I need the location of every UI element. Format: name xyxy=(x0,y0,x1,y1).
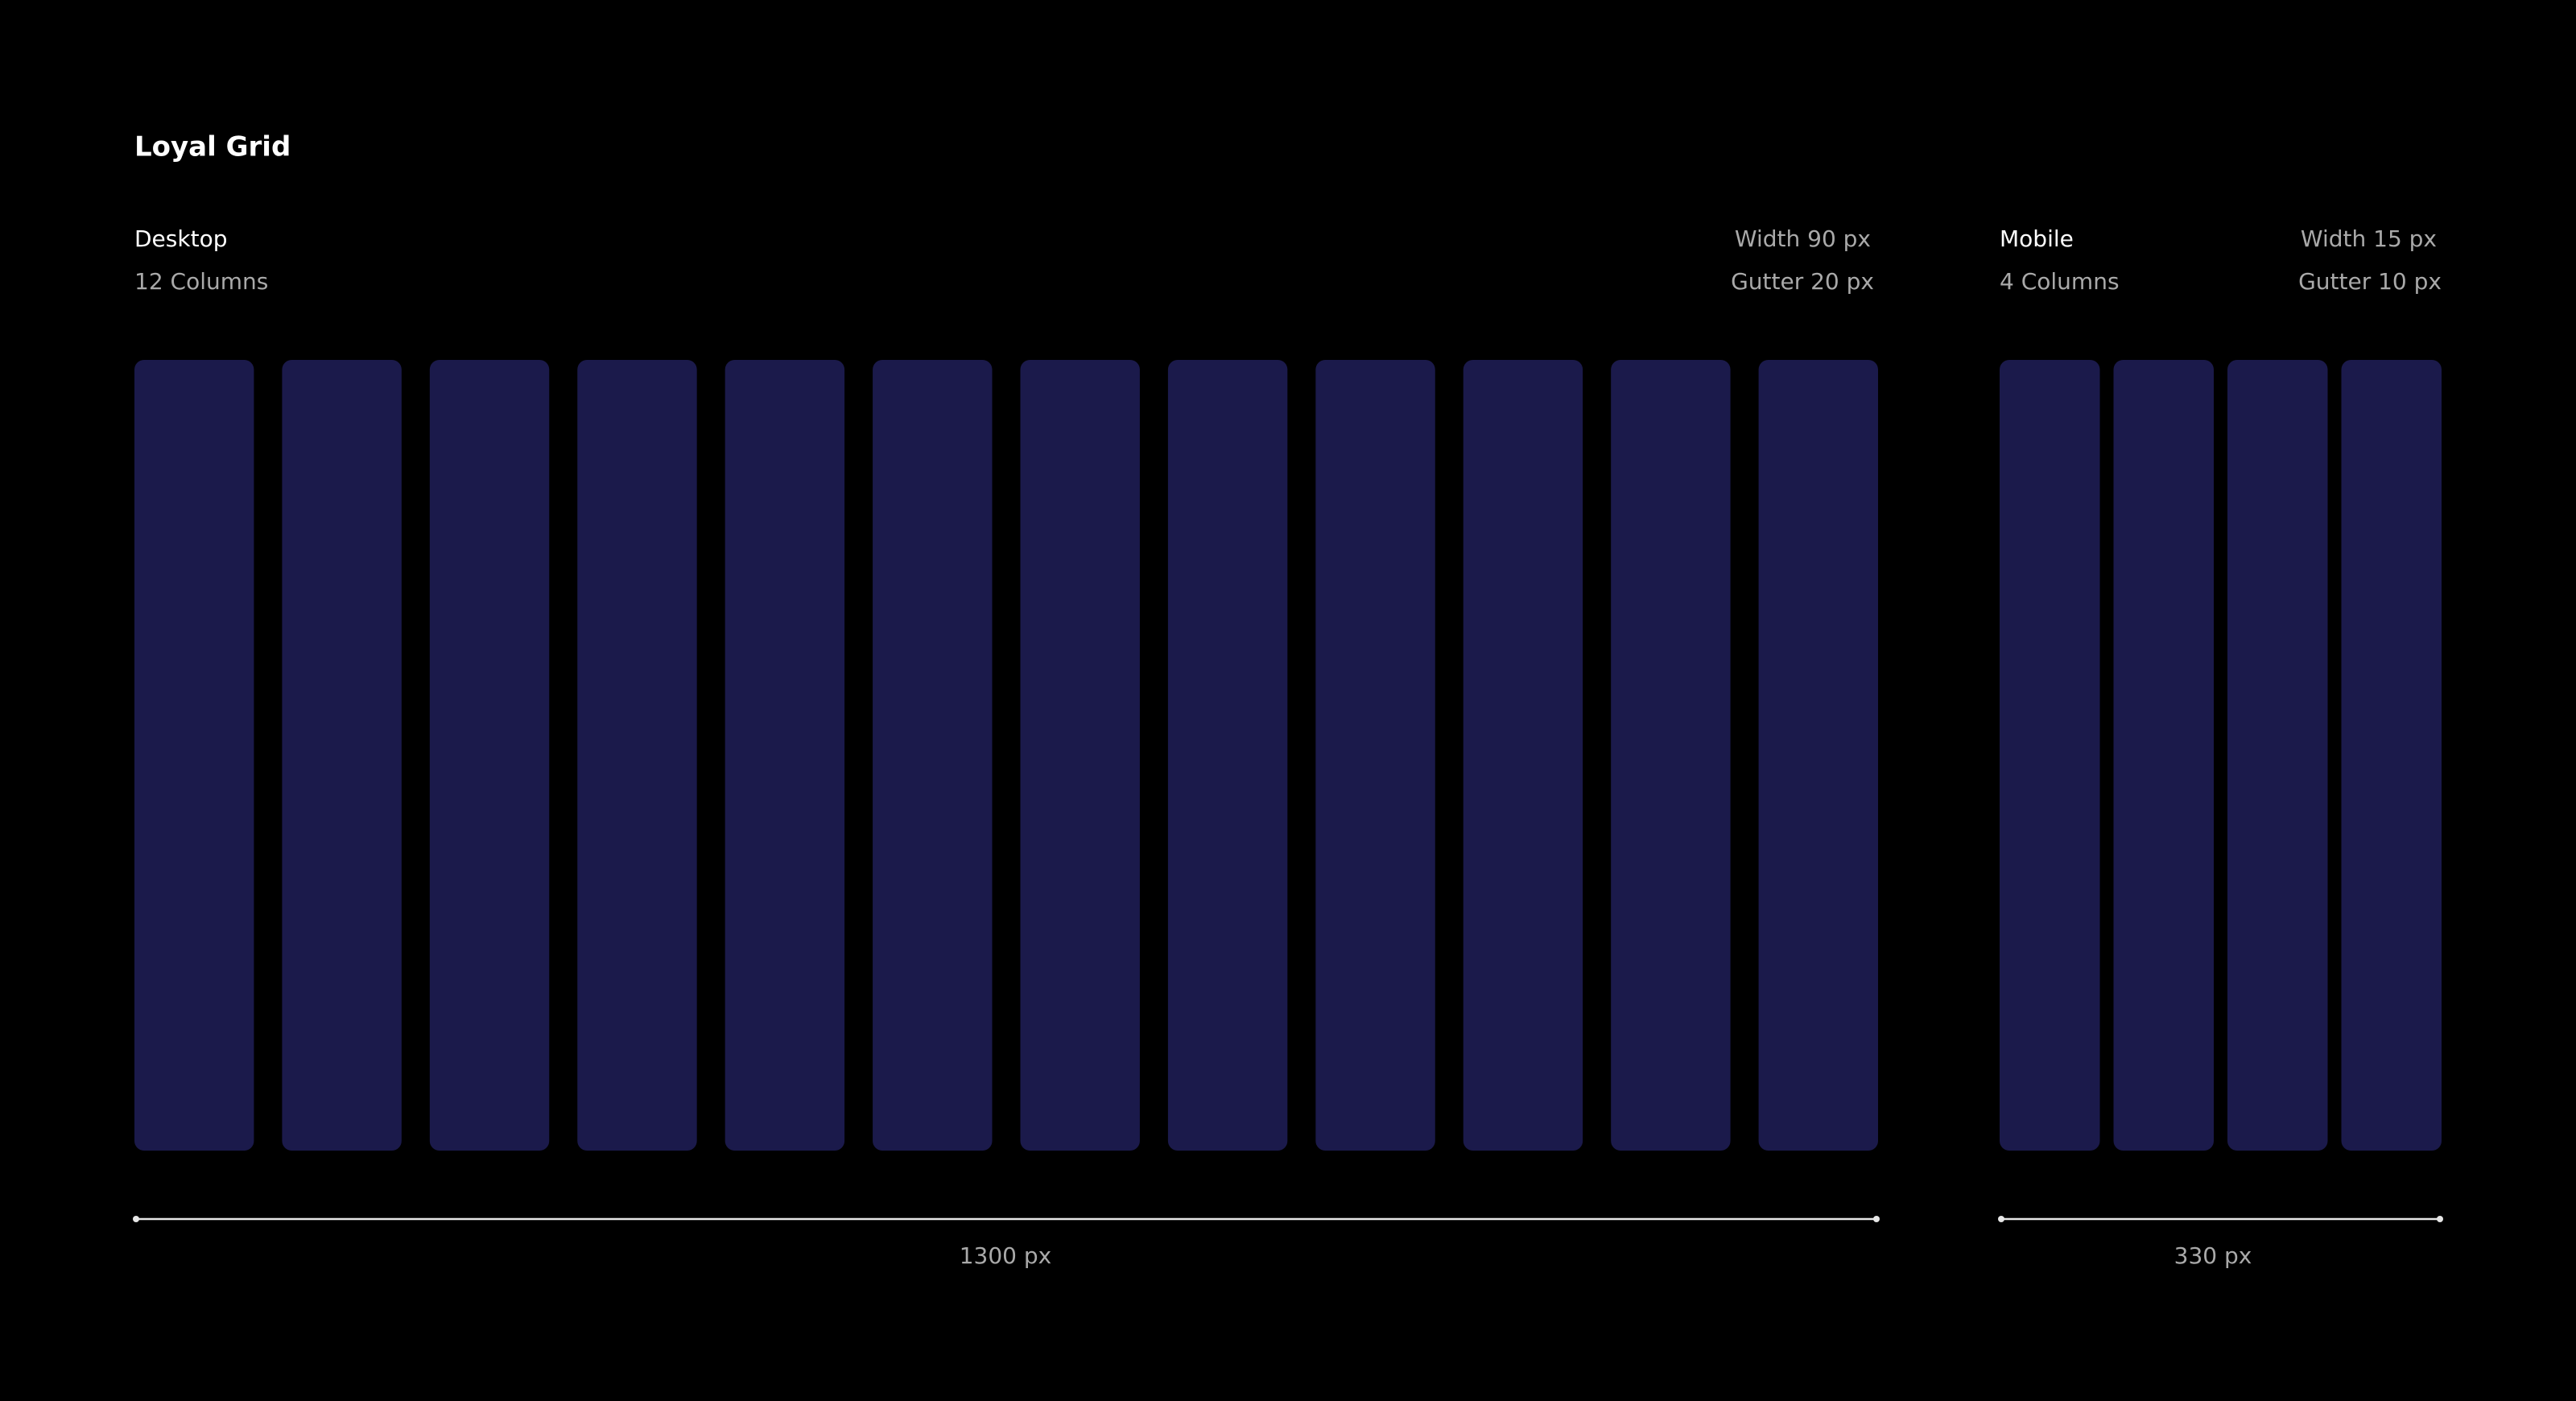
grid-column xyxy=(1020,360,1140,1151)
grid-column xyxy=(1463,360,1583,1151)
mobile-total: 330 px xyxy=(2174,1242,2252,1269)
grid-column xyxy=(134,360,254,1151)
desktop-width: Width 90 px xyxy=(1735,225,1871,252)
desktop-columns: 12 Columns xyxy=(134,268,268,295)
grid-column xyxy=(282,360,402,1151)
grid-column xyxy=(2227,360,2328,1151)
desktop-label: Desktop xyxy=(134,225,227,252)
grid-column xyxy=(577,360,697,1151)
desktop-columns-group xyxy=(134,360,1878,1151)
mobile-gutter: Gutter 10 px xyxy=(2298,268,2442,295)
grid-column xyxy=(1315,360,1435,1151)
title: Loyal Grid xyxy=(134,131,291,163)
mobile-columns: 4 Columns xyxy=(2000,268,2120,295)
grid-column xyxy=(429,360,550,1151)
grid-column xyxy=(873,360,993,1151)
measure-end xyxy=(1998,1216,2004,1222)
grid-column xyxy=(1167,360,1288,1151)
grid-column xyxy=(2341,360,2442,1151)
mobile-columns-group xyxy=(2000,360,2442,1151)
desktop-total: 1300 px xyxy=(960,1242,1052,1269)
measure-end xyxy=(1873,1216,1880,1222)
measure-end xyxy=(2437,1216,2443,1222)
desktop-gutter: Gutter 20 px xyxy=(1731,268,1874,295)
mobile-width: Width 15 px xyxy=(2301,225,2437,252)
grid-column xyxy=(1758,360,1878,1151)
grid-column xyxy=(1611,360,1731,1151)
grid-column xyxy=(724,360,845,1151)
mobile-label: Mobile xyxy=(2000,225,2074,252)
measure-end xyxy=(133,1216,139,1222)
grid-column xyxy=(2000,360,2100,1151)
grid-column xyxy=(2113,360,2214,1151)
